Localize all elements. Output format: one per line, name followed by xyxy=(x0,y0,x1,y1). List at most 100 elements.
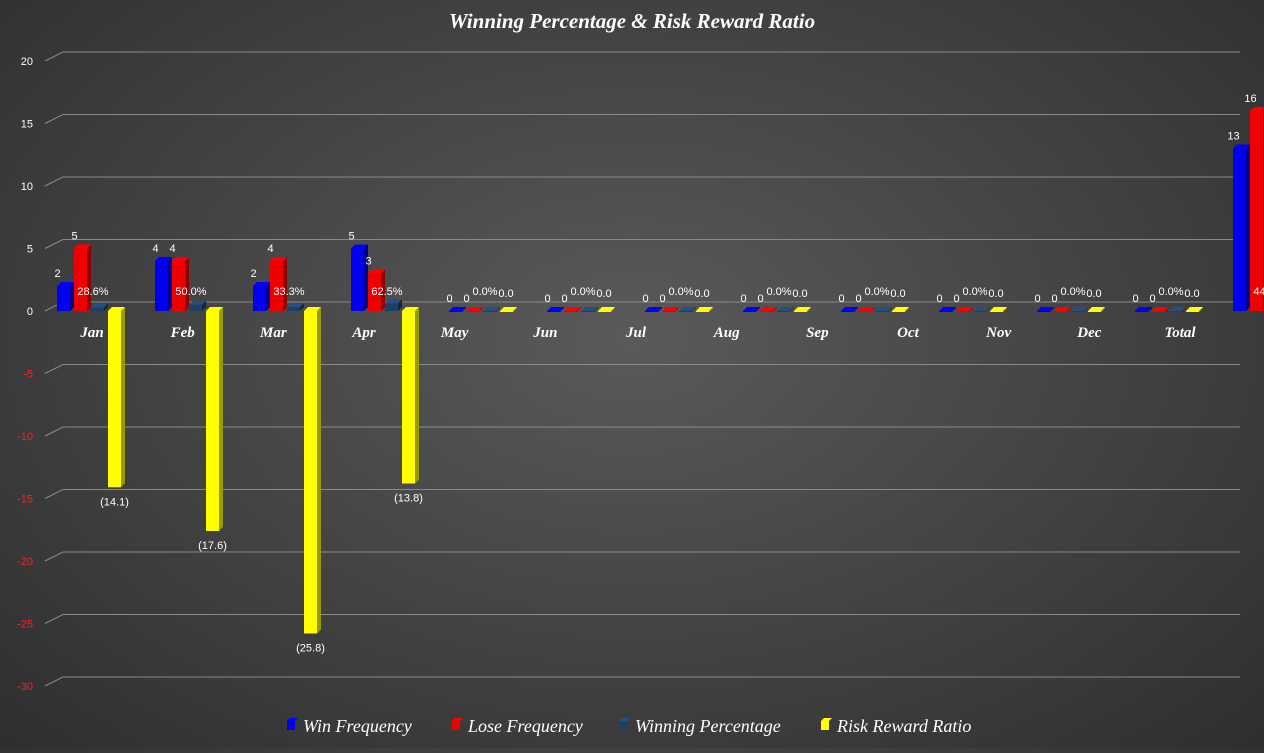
bar-side xyxy=(577,307,581,312)
data-label: 3 xyxy=(365,256,371,268)
bar-front xyxy=(875,311,888,312)
data-label: 0.0 xyxy=(792,288,807,300)
bar xyxy=(760,307,777,312)
bar-side xyxy=(854,307,858,312)
bar xyxy=(875,307,892,312)
bar-top xyxy=(1250,107,1264,111)
bar-front xyxy=(1250,111,1263,311)
x-tick-label: Apr xyxy=(351,325,376,341)
bar-top xyxy=(500,307,517,311)
x-tick-label: Oct xyxy=(897,325,919,341)
bar-top xyxy=(385,299,402,304)
data-label: 0 xyxy=(855,293,861,305)
bar xyxy=(858,307,875,312)
bar-front xyxy=(679,311,692,312)
y-tick-label: 10 xyxy=(21,181,33,193)
bar-front xyxy=(794,311,807,312)
y-tick-label: -25 xyxy=(17,619,33,631)
data-label: 0.0% xyxy=(766,286,791,298)
bar-side xyxy=(415,307,419,484)
bar-side xyxy=(479,307,483,312)
data-label: 16 xyxy=(1244,93,1256,105)
data-label: 0.0% xyxy=(864,286,889,298)
bar-front xyxy=(74,248,87,311)
legend-label: Lose Frequency xyxy=(467,716,583,736)
data-label: 13 xyxy=(1227,131,1239,143)
bar-top xyxy=(304,307,321,311)
bar xyxy=(189,300,206,311)
bar-side xyxy=(756,307,760,312)
legend-swatch xyxy=(287,721,295,730)
legend-swatch-top xyxy=(287,718,298,721)
bar-side xyxy=(594,307,598,312)
bar xyxy=(500,307,517,312)
bar xyxy=(449,307,466,312)
bar-side xyxy=(790,307,794,312)
gridline xyxy=(44,614,1240,624)
bar-top xyxy=(1088,307,1105,311)
bar xyxy=(598,307,615,312)
bar-front xyxy=(1054,311,1067,312)
bar-side xyxy=(871,307,875,312)
bar-side xyxy=(1050,307,1054,312)
x-tick-label: Total xyxy=(1164,325,1196,341)
bar-top xyxy=(990,307,1007,311)
bar-top xyxy=(1186,307,1203,311)
y-tick-label: 0 xyxy=(27,306,33,318)
bar-top xyxy=(351,244,368,249)
bar-side xyxy=(952,307,956,312)
gridline xyxy=(44,51,1240,62)
bar-front xyxy=(956,311,969,312)
bar-top xyxy=(155,257,172,261)
bar-side xyxy=(773,307,777,312)
bar xyxy=(743,307,760,312)
data-label: (25.8) xyxy=(296,643,325,655)
bar xyxy=(990,307,1007,312)
bar-top xyxy=(598,307,615,311)
data-label: 0 xyxy=(463,293,469,305)
x-axis-categories: Jan Feb Mar Apr May Jun Jul Aug Sep Oct Nov Dec Tota… xyxy=(79,325,1196,341)
data-label: 0.0% xyxy=(1060,286,1085,298)
data-label: 0 xyxy=(544,293,550,305)
bar-side xyxy=(1003,307,1007,312)
gridline xyxy=(44,239,1240,249)
bar-front xyxy=(662,311,675,312)
bar-front xyxy=(1186,311,1199,312)
bar-front xyxy=(777,311,790,312)
bar xyxy=(956,307,973,312)
data-label: 0.0% xyxy=(570,286,595,298)
data-label: 0.0% xyxy=(472,286,497,298)
bar-front xyxy=(304,311,317,634)
bar-top xyxy=(402,307,419,311)
bar xyxy=(547,307,564,312)
bar-front xyxy=(368,273,381,311)
gridline xyxy=(44,176,1240,187)
bar xyxy=(466,307,483,312)
y-tick-label: -10 xyxy=(17,431,33,443)
legend-swatch-top xyxy=(619,718,630,721)
bar-side xyxy=(121,307,125,488)
data-label: 0.0 xyxy=(1086,288,1101,300)
data-label: 0.0% xyxy=(962,286,987,298)
bar-front xyxy=(1233,148,1246,311)
data-label: 0 xyxy=(757,293,763,305)
bar-side xyxy=(1165,307,1169,312)
bar-side xyxy=(658,307,662,312)
bar xyxy=(679,307,696,312)
series-winning-percentage xyxy=(91,299,1186,312)
bar-side xyxy=(185,257,189,311)
legend-item-lose-frequency: Lose Frequency xyxy=(452,716,583,736)
bar xyxy=(645,307,662,312)
bar xyxy=(172,257,189,311)
data-label: 4 xyxy=(152,243,158,255)
legend-swatch-top xyxy=(821,718,832,721)
bar-top xyxy=(1054,307,1071,311)
bar xyxy=(74,244,91,311)
data-label: 0 xyxy=(740,293,746,305)
data-label: 0 xyxy=(953,293,959,305)
bar-side xyxy=(1246,144,1250,311)
bar-top xyxy=(892,307,909,311)
bar-top xyxy=(743,307,760,311)
bar xyxy=(1250,107,1264,311)
